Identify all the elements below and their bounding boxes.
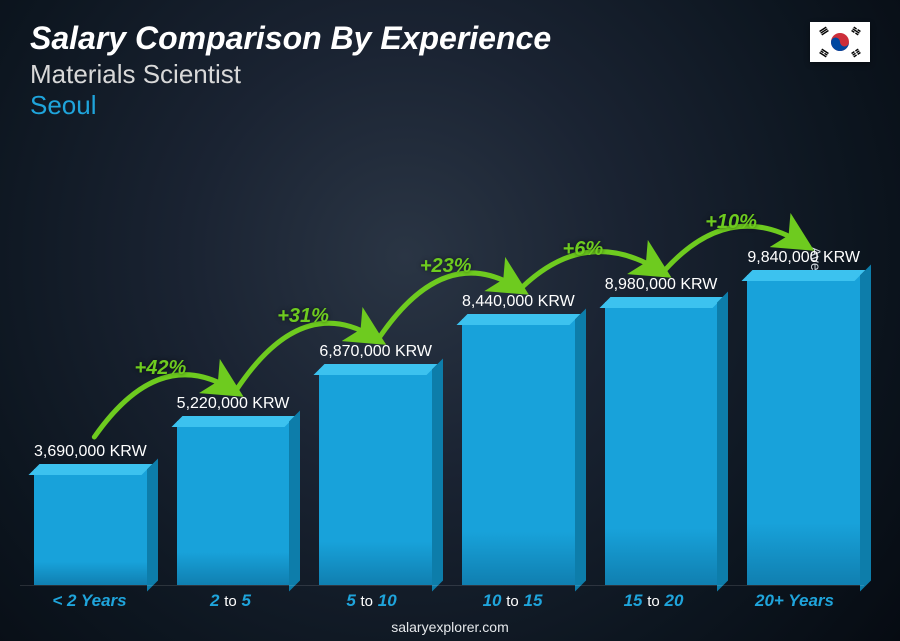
chart-baseline: [20, 585, 864, 586]
bar: [319, 369, 432, 585]
bar-value-label: 5,220,000 KRW: [177, 395, 290, 413]
bar-side-face: [860, 264, 871, 591]
x-axis-category: 10 to 15: [457, 591, 568, 611]
bar: [462, 319, 575, 585]
bar-side-face: [289, 410, 300, 591]
bar-front-face: [319, 369, 432, 585]
bar-top-face: [171, 416, 295, 427]
x-axis-labels: < 2 Years 2 to 5 5 to 10 10 to 15 15 to 20 20…: [34, 591, 850, 611]
x-axis-category: 2 to 5: [175, 591, 286, 611]
bar: [747, 275, 860, 585]
bar-top-face: [599, 297, 723, 308]
bar-column: 3,690,000 KRW: [34, 443, 147, 585]
chart-header: Salary Comparison By Experience Material…: [30, 20, 551, 121]
bar-chart: 3,690,000 KRW 5,220,000 KRW 6,870,000 KR…: [34, 160, 850, 585]
bar-value-label: 9,840,000 KRW: [747, 249, 860, 267]
bar-top-face: [29, 464, 153, 475]
bar-column: 8,980,000 KRW: [605, 276, 718, 585]
country-flag: [810, 22, 870, 62]
south-korea-flag-icon: [810, 22, 870, 62]
bar-column: 5,220,000 KRW: [177, 395, 290, 585]
bar-front-face: [462, 319, 575, 585]
bar: [34, 469, 147, 585]
bar-side-face: [147, 458, 158, 591]
bar-top-face: [457, 314, 581, 325]
bar-top-face: [742, 270, 866, 281]
x-axis-category: < 2 Years: [34, 591, 145, 611]
bar-front-face: [177, 421, 290, 585]
bar-value-label: 8,440,000 KRW: [462, 293, 575, 311]
bar-side-face: [432, 358, 443, 591]
bar-front-face: [34, 469, 147, 585]
x-axis-category: 5 to 10: [316, 591, 427, 611]
bar-front-face: [605, 302, 718, 585]
bar-side-face: [575, 308, 586, 591]
bar-value-label: 8,980,000 KRW: [605, 276, 718, 294]
bar-top-face: [314, 364, 438, 375]
x-axis-category: 20+ Years: [739, 591, 850, 611]
bar-value-label: 6,870,000 KRW: [319, 343, 432, 361]
bar: [605, 302, 718, 585]
chart-job-title: Materials Scientist: [30, 59, 551, 90]
bar-value-label: 3,690,000 KRW: [34, 443, 147, 461]
footer-attribution: salaryexplorer.com: [0, 619, 900, 635]
x-axis-category: 15 to 20: [598, 591, 709, 611]
bar-column: 6,870,000 KRW: [319, 343, 432, 585]
bar-column: 9,840,000 KRW: [747, 249, 860, 585]
chart-title: Salary Comparison By Experience: [30, 20, 551, 57]
bar-front-face: [747, 275, 860, 585]
chart-location: Seoul: [30, 90, 551, 121]
bar: [177, 421, 290, 585]
bar-column: 8,440,000 KRW: [462, 293, 575, 585]
bar-side-face: [717, 291, 728, 591]
